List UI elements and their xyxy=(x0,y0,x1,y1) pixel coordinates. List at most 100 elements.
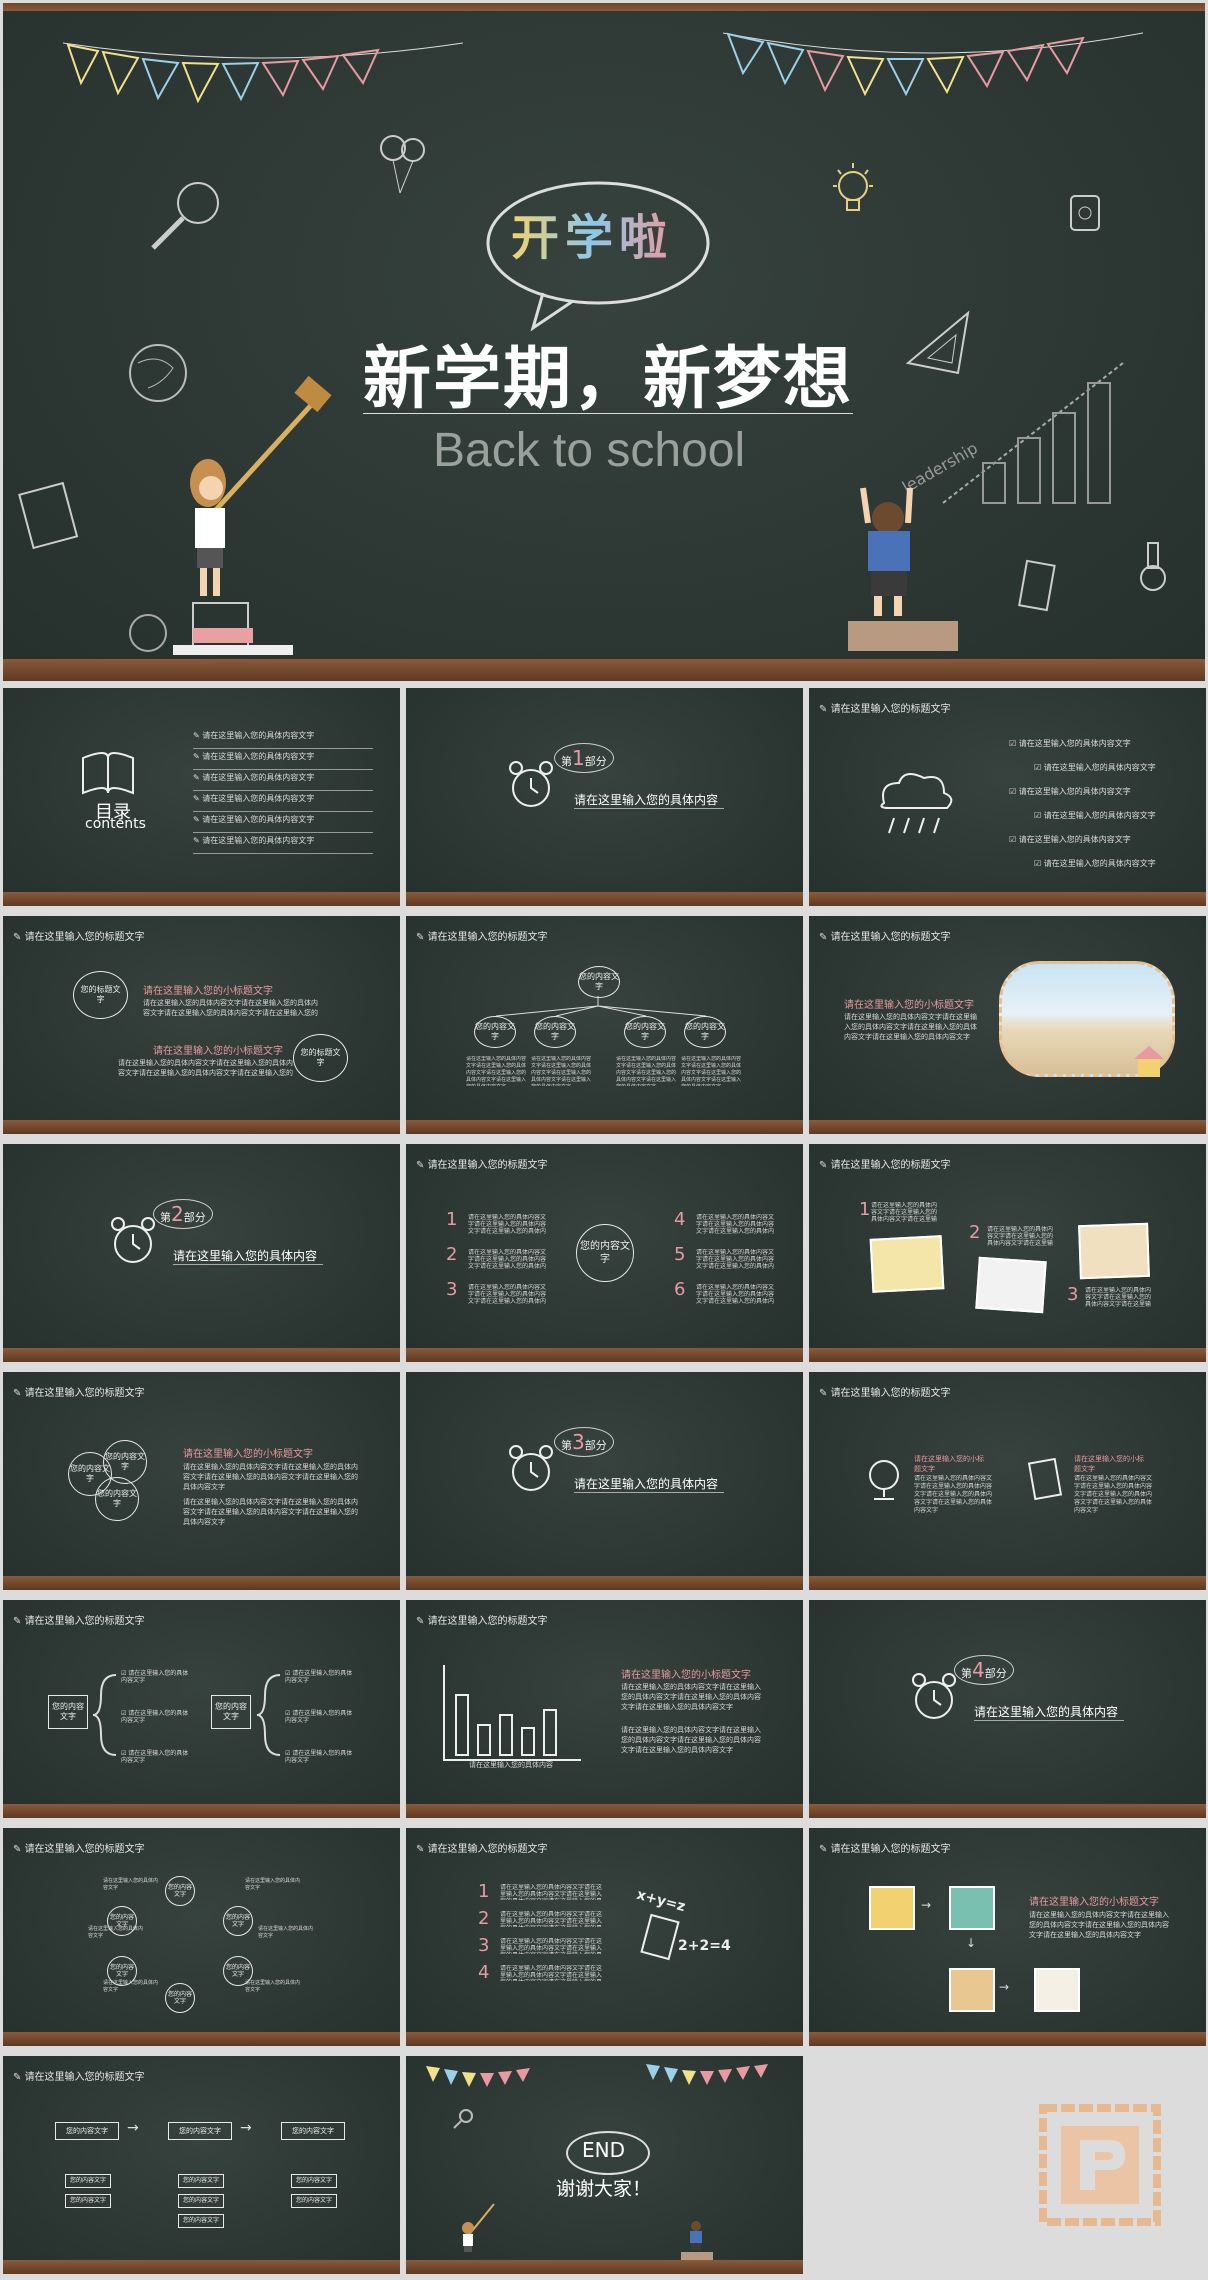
tree-node: 您的内容文字 xyxy=(684,1016,726,1048)
process-flow-slide[interactable]: 请在这里输入您的标题文字 您的内容文字 → 您的内容文字 → 您的内容文字 您的… xyxy=(3,2056,400,2274)
bracket-box: 您的内容文字 xyxy=(211,1695,251,1729)
toc-title-en: contents xyxy=(85,816,146,832)
cover-title: 新学期，新梦想 xyxy=(363,340,854,419)
bracket-item[interactable]: ☑ 请在这里输入您的具体内容文字 xyxy=(121,1670,189,1684)
toc-item[interactable]: ✎ 请在这里输入您的具体内容文字 xyxy=(193,770,373,791)
bracket-item[interactable]: ☑ 请在这里输入您的具体内容文字 xyxy=(285,1750,353,1764)
tree-node: 您的内容文字 xyxy=(474,1016,516,1048)
tree-node: 您的内容文字 xyxy=(534,1016,576,1048)
item-text: 请在这里输入您的具体内容文字请在这里输入您的具体内容文字请在这里输入您的具体内容… xyxy=(468,1284,547,1304)
bubble-titles-slide[interactable]: 请在这里输入您的标题文字 您的标题文字 请在这里输入您的小标题文字 请在这里输入… xyxy=(3,916,400,1134)
bunting-left-icon xyxy=(426,2066,530,2087)
item-number: 3 xyxy=(478,1935,490,1956)
check-item[interactable]: ☑ 请在这里输入您的具体内容文字 xyxy=(1009,739,1131,748)
item-number: 4 xyxy=(478,1962,490,1983)
photo-slide[interactable]: 请在这里输入您的标题文字 请在这里输入您的小标题文字 请在这里输入您的具体内容文… xyxy=(809,916,1206,1134)
toc-slide[interactable]: 目录 contents ✎ 请在这里输入您的具体内容文字 ✎ 请在这里输入您的具… xyxy=(3,688,400,906)
part3-slide[interactable]: 第3部分 请在这里输入您的具体内容 xyxy=(406,1372,803,1590)
alarm-clock-icon xyxy=(912,1673,956,1719)
cycle-node: 您的内容文字 xyxy=(223,1956,253,1986)
globe-icon xyxy=(129,344,187,402)
tree-desc: 请在这里输入您的具体内容文字请在这里输入您的具体内容文字请在这里输入您的具体内容… xyxy=(531,1056,591,1086)
tree-desc: 请在这里输入您的具体内容文字请在这里输入您的具体内容文字请在这里输入您的具体内容… xyxy=(616,1056,676,1086)
math-list-slide[interactable]: 请在这里输入您的标题文字 1 请在这里输入您的具体内容文字请在这里输入您的具体内… xyxy=(406,1828,803,2046)
bracket-item[interactable]: ☑ 请在这里输入您的具体内容文字 xyxy=(285,1670,353,1684)
para: 请在这里输入您的具体内容文字请在这里输入您的具体内容文字请在这里输入您的具体内容… xyxy=(183,1463,358,1491)
end-thanks: 谢谢大家！ xyxy=(556,2178,652,2200)
flow-box: 您的内容文字 xyxy=(168,2122,232,2140)
check-item[interactable]: ☑ 请在这里输入您的具体内容文字 xyxy=(1034,811,1156,820)
checklist-slide[interactable]: 请在这里输入您的标题文字 ☑ 请在这里输入您的具体内容文字 ☑ 请在这里输入您的… xyxy=(809,688,1206,906)
toc-item[interactable]: ✎ 请在这里输入您的具体内容文字 xyxy=(193,833,373,854)
chart-caption: 请在这里输入您的具体内容 xyxy=(469,1761,553,1769)
boy-writing-illustration xyxy=(681,2221,713,2260)
flow-box: 您的内容文字 xyxy=(55,2122,119,2140)
part-label: 第2部分 xyxy=(153,1199,213,1229)
cycle-slide[interactable]: 请在这里输入您的标题文字 您的内容文字 您的内容文字 您的内容文字 您的内容文字… xyxy=(3,1828,400,2046)
chalk-tray xyxy=(809,1348,1206,1362)
part-text: 请在这里输入您的具体内容 xyxy=(974,1703,1124,1721)
subtitle: 请在这里输入您的小标题文字 xyxy=(143,986,273,997)
tree-desc: 请在这里输入您的具体内容文字请在这里输入您的具体内容文字请在这里输入您的具体内容… xyxy=(681,1056,741,1086)
logo-watermark-icon xyxy=(1039,2104,1161,2226)
check-item[interactable]: ☑ 请在这里输入您的具体内容文字 xyxy=(1009,787,1131,796)
bracket-item[interactable]: ☑ 请在这里输入您的具体内容文字 xyxy=(285,1710,353,1724)
math-eq-2: 2+2=4 xyxy=(678,1938,731,1954)
cycle-node: 您的内容文字 xyxy=(107,1906,137,1936)
part1-slide[interactable]: 第1部分 请在这里输入您的具体内容 xyxy=(406,688,803,906)
part4-slide[interactable]: 第4部分 请在这里输入您的具体内容 xyxy=(809,1600,1206,1818)
arrow-icon: → xyxy=(240,2120,252,2136)
check-item[interactable]: ☑ 请在这里输入您的具体内容文字 xyxy=(1034,763,1156,772)
toc-item[interactable]: ✎ 请在这里输入您的具体内容文字 xyxy=(193,791,373,812)
slide-header: 请在这里输入您的标题文字 xyxy=(13,2068,145,2083)
bracket-list-slide[interactable]: 请在这里输入您的标题文字 您的内容文字 ☑ 请在这里输入您的具体内容文字 ☑ 请… xyxy=(3,1600,400,1818)
alarm-clock-icon xyxy=(509,761,553,807)
bunting-right-icon xyxy=(723,32,1143,97)
icons-two-col-slide[interactable]: 请在这里输入您的标题文字 请在这里输入您的小标题文字 请在这里输入您的具体内容文… xyxy=(809,1372,1206,1590)
numbered-six-slide[interactable]: 请在这里输入您的标题文字 1 请在这里输入您的具体内容文字请在这里输入您的具体内… xyxy=(406,1144,803,1362)
toc-title: 目录 xyxy=(95,802,131,823)
item-text: 请在这里输入您的具体内容文字请在这里输入您的具体内容文字请在这里输入您的具体内容… xyxy=(500,1884,603,1900)
chalk-tray xyxy=(3,1804,400,1818)
flow-sub-box: 您的内容文字 xyxy=(65,2174,111,2188)
item-number: 4 xyxy=(674,1209,686,1230)
bracket-box: 您的内容文字 xyxy=(48,1695,88,1729)
part2-slide[interactable]: 第2部分 请在这里输入您的具体内容 xyxy=(3,1144,400,1362)
pictures-slide[interactable]: 请在这里输入您的标题文字 1 请在这里输入您的具体内容文字请在这里输入您的具体内… xyxy=(809,1144,1206,1362)
check-item[interactable]: ☑ 请在这里输入您的具体内容文字 xyxy=(1009,835,1131,844)
toc-item[interactable]: ✎ 请在这里输入您的具体内容文字 xyxy=(193,728,373,749)
para: 请在这里输入您的具体内容文字请在这里输入您的具体内容文字请在这里输入您的具体内容… xyxy=(118,1059,293,1077)
venn-circle: 您的内容文字 xyxy=(95,1477,139,1521)
bracket-item[interactable]: ☑ 请在这里输入您的具体内容文字 xyxy=(121,1710,189,1724)
bar-chart-slide[interactable]: 请在这里输入您的标题文字 请在这里输入您的具体内容 请在这里输入您的小标题文字 … xyxy=(406,1600,803,1818)
cycle-text: 请在这里输入您的具体内容文字 xyxy=(103,1980,159,1993)
slide-header: 请在这里输入您的标题文字 xyxy=(416,928,548,943)
part-text: 请在这里输入您的具体内容 xyxy=(574,791,724,809)
toc-item[interactable]: ✎ 请在这里输入您的具体内容文字 xyxy=(193,812,373,833)
item-text: 请在这里输入您的具体内容文字请在这里输入您的具体内容文字请在这里输入您的具体内容… xyxy=(696,1214,775,1234)
para: 请在这里输入您的具体内容文字请在这里输入您的具体内容文字请在这里输入您的具体内容… xyxy=(183,1498,358,1526)
para: 请在这里输入您的具体内容文字请在这里输入您的具体内容文字请在这里输入您的具体内容… xyxy=(621,1683,761,1711)
venn-slide[interactable]: 请在这里输入您的标题文字 您的内容文字 您的内容文字 您的内容文字 请在这里输入… xyxy=(3,1372,400,1590)
alarm-clock-icon xyxy=(111,1217,155,1263)
slide-header: 请在这里输入您的标题文字 xyxy=(819,928,951,943)
bar-chart-doodle-icon xyxy=(942,362,1124,504)
girl-cleaning-illustration xyxy=(462,2203,495,2252)
calculator-icon xyxy=(640,1913,680,1961)
triangle-ruler-icon xyxy=(905,310,970,375)
cover-slide[interactable]: leadership 开学啦 新学期，新梦想 Back to school xyxy=(3,3,1205,681)
flow-sub-box: 您的内容文字 xyxy=(178,2174,224,2188)
item-number: 1 xyxy=(859,1199,871,1220)
rain-cloud-icon xyxy=(880,773,953,834)
check-item[interactable]: ☑ 请在这里输入您的具体内容文字 xyxy=(1034,859,1156,868)
slide-header: 请在这里输入您的标题文字 xyxy=(819,700,951,715)
toc-item[interactable]: ✎ 请在这里输入您的具体内容文字 xyxy=(193,749,373,770)
tree-node: 您的内容文字 xyxy=(624,1016,666,1048)
picture-flow-slide[interactable]: 请在这里输入您的标题文字 → ↓ → 请在这里输入您的小标题文字 请在这里输入您… xyxy=(809,1828,1206,2046)
flow-picture xyxy=(869,1886,915,1930)
bracket-item[interactable]: ☑ 请在这里输入您的具体内容文字 xyxy=(121,1750,189,1764)
tree-diagram-slide[interactable]: 请在这里输入您的标题文字 您的内容文字 您的内容文字 您的内容文字 您的内容文字… xyxy=(406,916,803,1134)
end-slide[interactable]: END 谢谢大家！ xyxy=(406,2056,803,2274)
slide-header: 请在这里输入您的标题文字 xyxy=(13,1612,145,1627)
item-text: 请在这里输入您的具体内容文字请在这里输入您的具体内容文字请在这里输入您的具体内容… xyxy=(468,1214,547,1234)
